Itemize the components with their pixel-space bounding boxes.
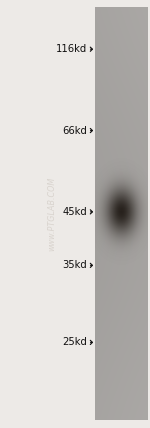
Text: 116kd: 116kd [56,44,87,54]
Text: 25kd: 25kd [62,337,87,348]
Text: www.PTGLAB.COM: www.PTGLAB.COM [47,177,56,251]
Text: 35kd: 35kd [62,260,87,270]
Text: 45kd: 45kd [62,207,87,217]
Text: 66kd: 66kd [62,125,87,136]
